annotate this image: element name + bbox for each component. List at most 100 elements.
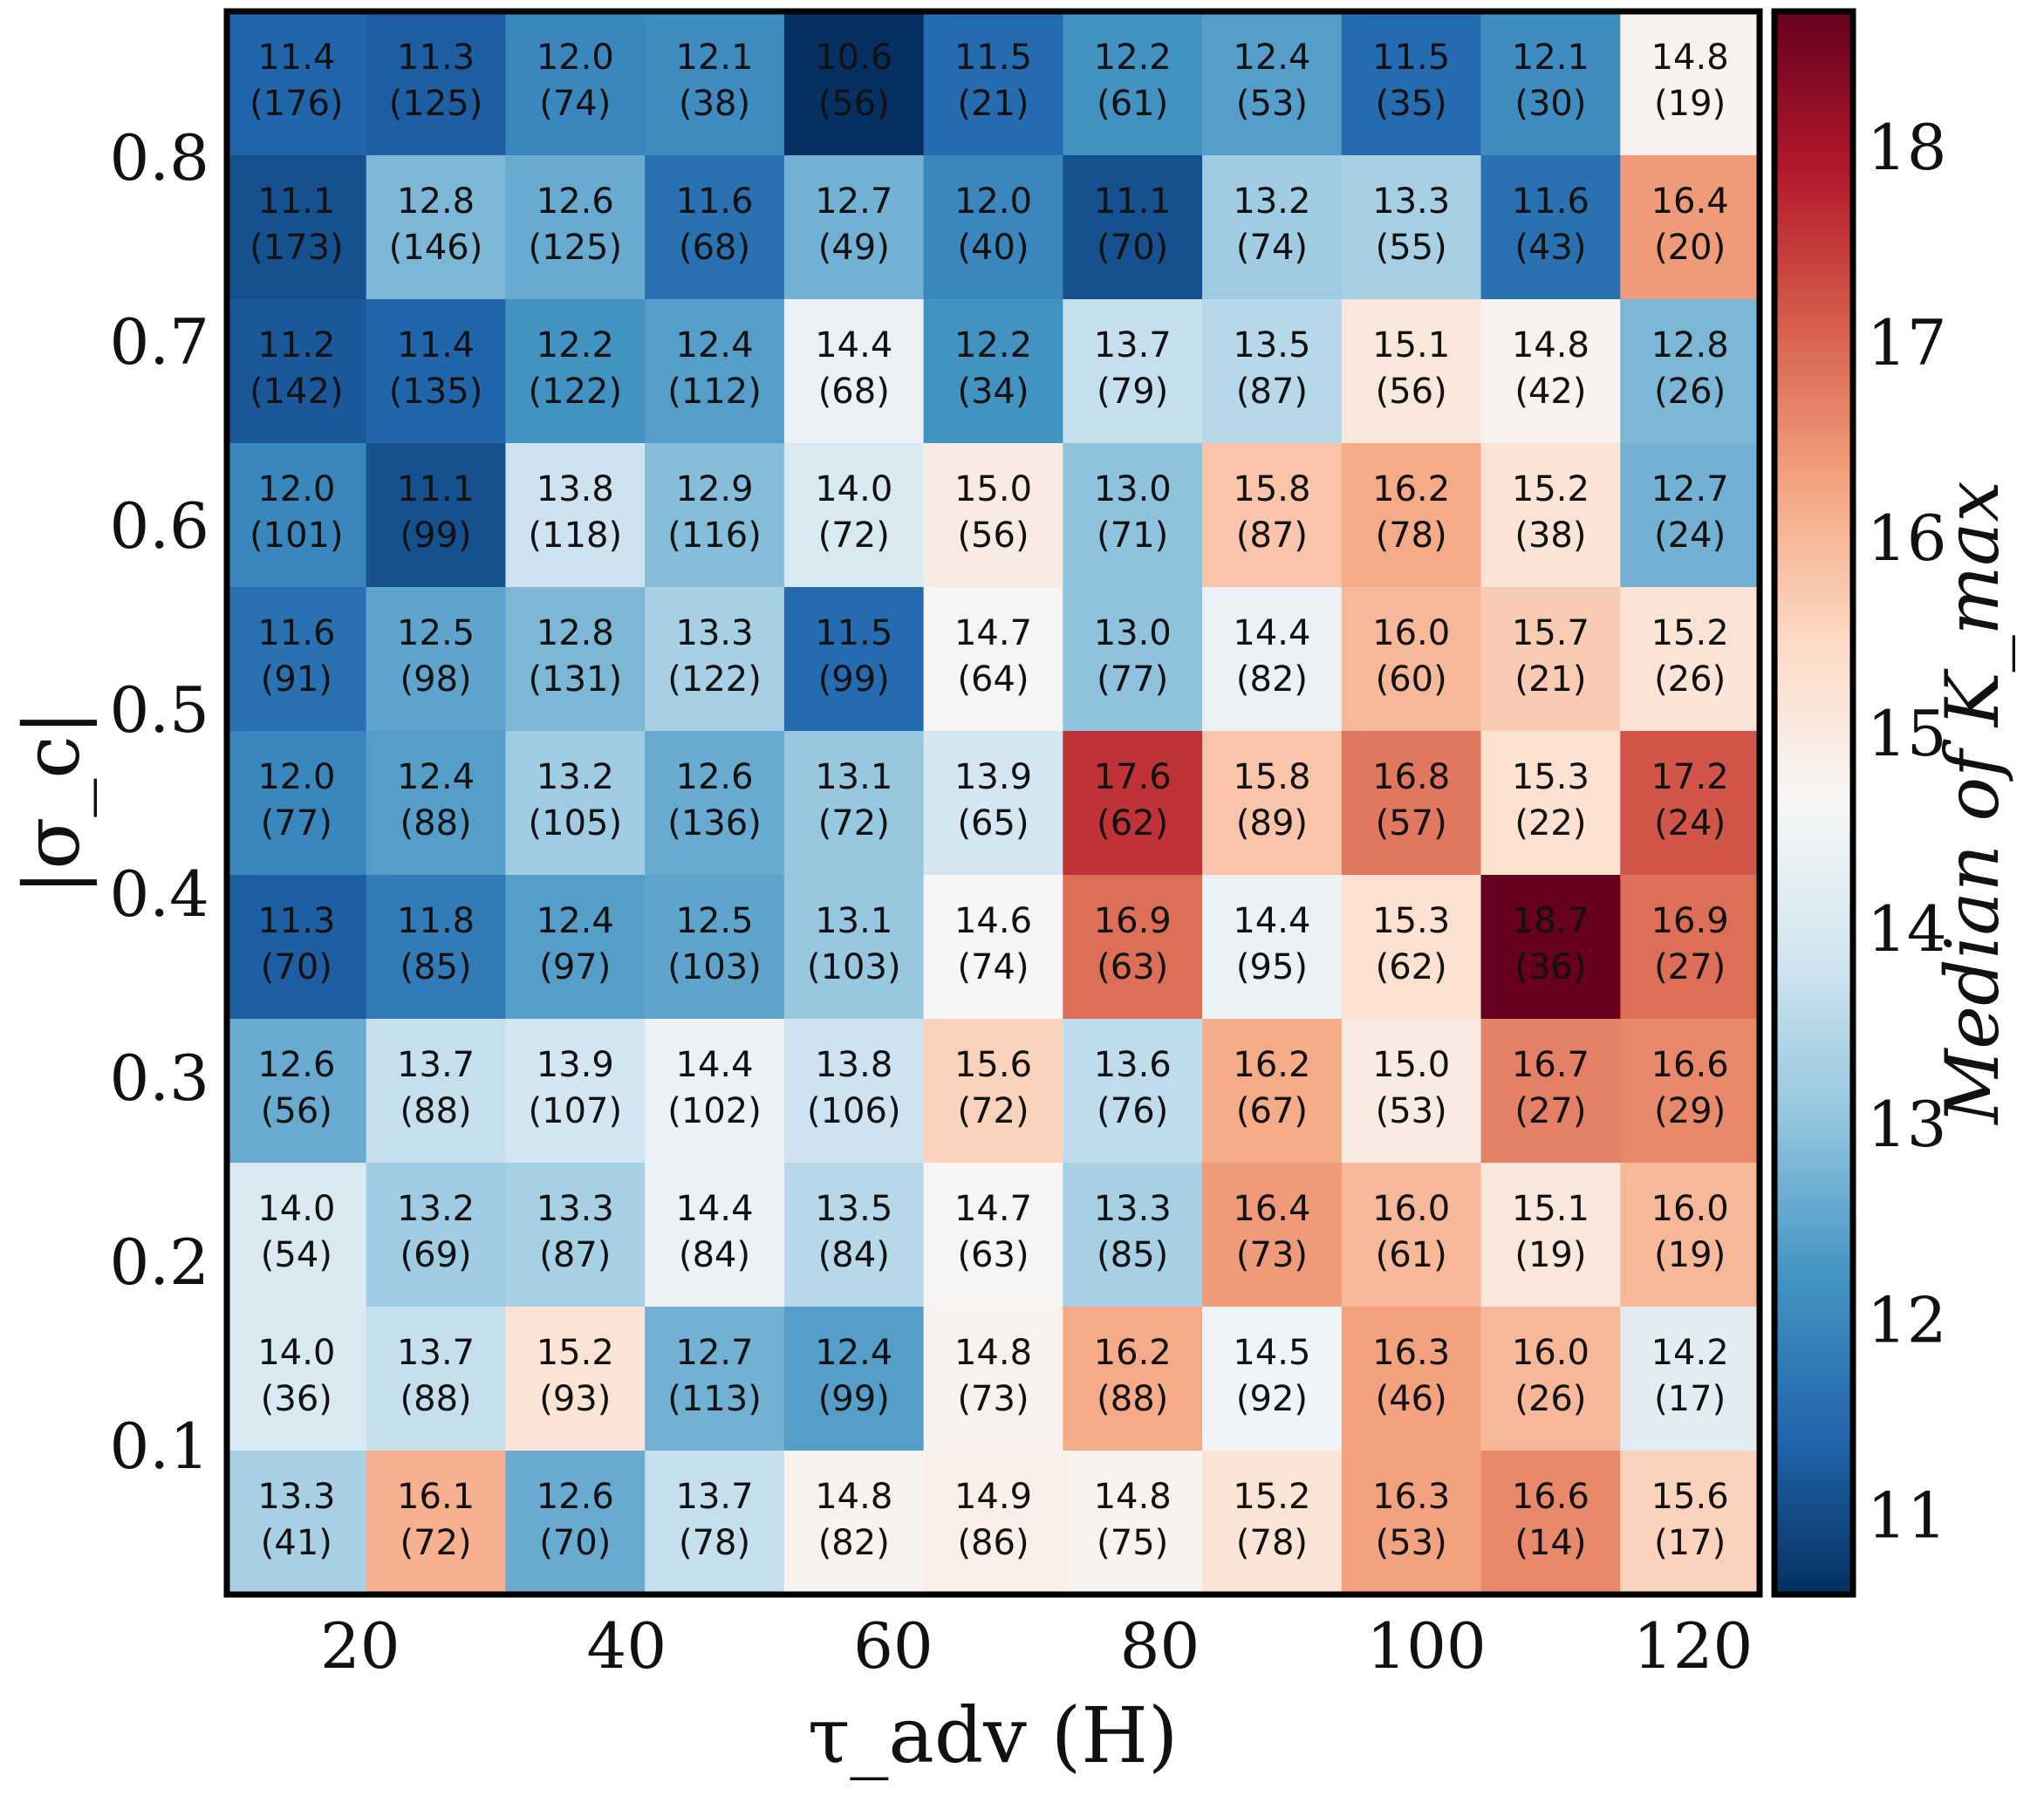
heatmap-cell: [783, 299, 925, 444]
y-tick-label: 0.3: [109, 1041, 209, 1115]
y-tick-label: 0.8: [109, 121, 209, 195]
cell-median-label: 11.3: [397, 38, 475, 78]
cell-count-label: (176): [250, 84, 344, 124]
heatmap-cell: [505, 587, 646, 732]
cell-median-label: 15.2: [537, 1333, 614, 1373]
cell-count-label: (56): [818, 84, 890, 124]
y-tick-label: 0.7: [109, 305, 209, 379]
cell-count-label: (125): [389, 84, 483, 124]
cell-median-label: 13.0: [1094, 469, 1172, 509]
cell-median-label: 14.4: [676, 1045, 754, 1085]
cell-median-label: 11.4: [257, 38, 335, 78]
cell-count-label: (53): [1236, 84, 1308, 124]
cell-count-label: (30): [1514, 84, 1586, 124]
colorbar-tick-label: 11: [1867, 1478, 1947, 1552]
cell-count-label: (87): [539, 1235, 611, 1275]
cell-median-label: 15.1: [1372, 325, 1450, 365]
cell-count-label: (98): [400, 659, 472, 700]
cell-median-label: 14.8: [954, 1333, 1032, 1373]
cell-median-label: 12.7: [676, 1333, 754, 1373]
heatmap-cell: [1063, 1163, 1203, 1308]
cell-count-label: (38): [1514, 516, 1586, 556]
x-tick-label: 20: [320, 1609, 400, 1683]
heatmap-cell: [783, 155, 925, 300]
heatmap-cell: [366, 1451, 507, 1595]
cell-count-label: (99): [818, 659, 890, 700]
cell-median-label: 13.8: [815, 1045, 892, 1085]
cell-median-label: 16.6: [1651, 1045, 1729, 1085]
cell-count-label: (26): [1654, 372, 1726, 412]
cell-median-label: 11.8: [397, 901, 475, 941]
y-tick-label: 0.1: [109, 1410, 209, 1483]
cell-count-label: (56): [957, 516, 1029, 556]
colorbar-tick-label: 14: [1867, 892, 1947, 966]
heatmap-cell: [366, 875, 507, 1020]
cell-count-label: (122): [667, 659, 762, 700]
heatmap-cell: [366, 443, 507, 588]
cell-count-label: (72): [957, 1091, 1029, 1131]
cell-median-label: 11.1: [257, 181, 335, 222]
cell-median-label: 17.6: [1094, 757, 1172, 797]
y-axis-title: |σ_c|: [7, 710, 97, 896]
heatmap-cell: [1620, 1163, 1760, 1308]
cell-count-label: (101): [250, 516, 344, 556]
cell-count-label: (73): [957, 1379, 1029, 1419]
x-axis-ticks: 20 40 60 80 100 120: [320, 1609, 1753, 1683]
cell-count-label: (27): [1514, 1091, 1586, 1131]
heatmap-cell: [1063, 443, 1203, 588]
heatmap-cell: [227, 299, 367, 444]
cell-count-label: (99): [818, 1379, 890, 1419]
cell-median-label: 12.5: [397, 613, 475, 653]
cell-median-label: 13.3: [257, 1477, 335, 1517]
cell-median-label: 14.0: [257, 1189, 335, 1229]
cell-count-label: (103): [807, 947, 901, 987]
heatmap-cells: 11.4 (176) 11.3 (125) 12.0 (74) 12.1 (38) 10.6 (5…: [227, 11, 1760, 1595]
cell-median-label: 14.2: [1651, 1333, 1729, 1373]
cell-count-label: (54): [261, 1235, 332, 1275]
cell-count-label: (105): [529, 803, 623, 843]
heatmap-cell: [645, 731, 785, 876]
cell-count-label: (92): [1236, 1379, 1308, 1419]
heatmap-cell: [1063, 1019, 1203, 1164]
cell-median-label: 15.0: [1372, 1045, 1450, 1085]
heatmap-cell: [1202, 155, 1343, 300]
cell-count-label: (82): [818, 1523, 890, 1563]
cell-count-label: (55): [1376, 228, 1447, 268]
heatmap-cell: [1202, 1019, 1343, 1164]
cell-count-label: (97): [539, 947, 611, 987]
heatmap-cell: [366, 587, 507, 732]
heatmap-cell: [1063, 11, 1203, 156]
heatmap-cell: [1620, 875, 1760, 1020]
heatmap-cell: [227, 443, 367, 588]
cell-count-label: (61): [1376, 1235, 1447, 1275]
heatmap-cell: [366, 1307, 507, 1451]
cell-count-label: (77): [1097, 659, 1168, 700]
cell-median-label: 14.7: [954, 1189, 1032, 1229]
heatmap-cell: [227, 1307, 367, 1451]
cell-count-label: (87): [1236, 372, 1308, 412]
cell-median-label: 13.5: [1233, 325, 1310, 365]
heatmap-cell: [1480, 1163, 1621, 1308]
cell-median-label: 12.4: [397, 757, 475, 797]
cell-count-label: (103): [667, 947, 762, 987]
cell-count-label: (78): [1376, 516, 1447, 556]
cell-median-label: 13.8: [537, 469, 614, 509]
cell-count-label: (69): [400, 1235, 472, 1275]
heatmap-cell: [1480, 587, 1621, 732]
cell-count-label: (72): [818, 516, 890, 556]
cell-median-label: 16.0: [1512, 1333, 1589, 1373]
heatmap-cell: [1063, 587, 1203, 732]
heatmap-cell: [783, 1451, 925, 1595]
heatmap-cell: [227, 731, 367, 876]
cell-count-label: (38): [679, 84, 750, 124]
cell-count-label: (72): [818, 803, 890, 843]
cell-count-label: (67): [1236, 1091, 1308, 1131]
cell-median-label: 12.6: [537, 1477, 614, 1517]
heatmap-cell: [1341, 443, 1482, 588]
cell-median-label: 11.5: [954, 38, 1032, 78]
cell-count-label: (60): [1376, 659, 1447, 700]
cell-median-label: 14.6: [954, 901, 1032, 941]
cell-median-label: 13.0: [1094, 613, 1172, 653]
cell-count-label: (135): [389, 372, 483, 412]
